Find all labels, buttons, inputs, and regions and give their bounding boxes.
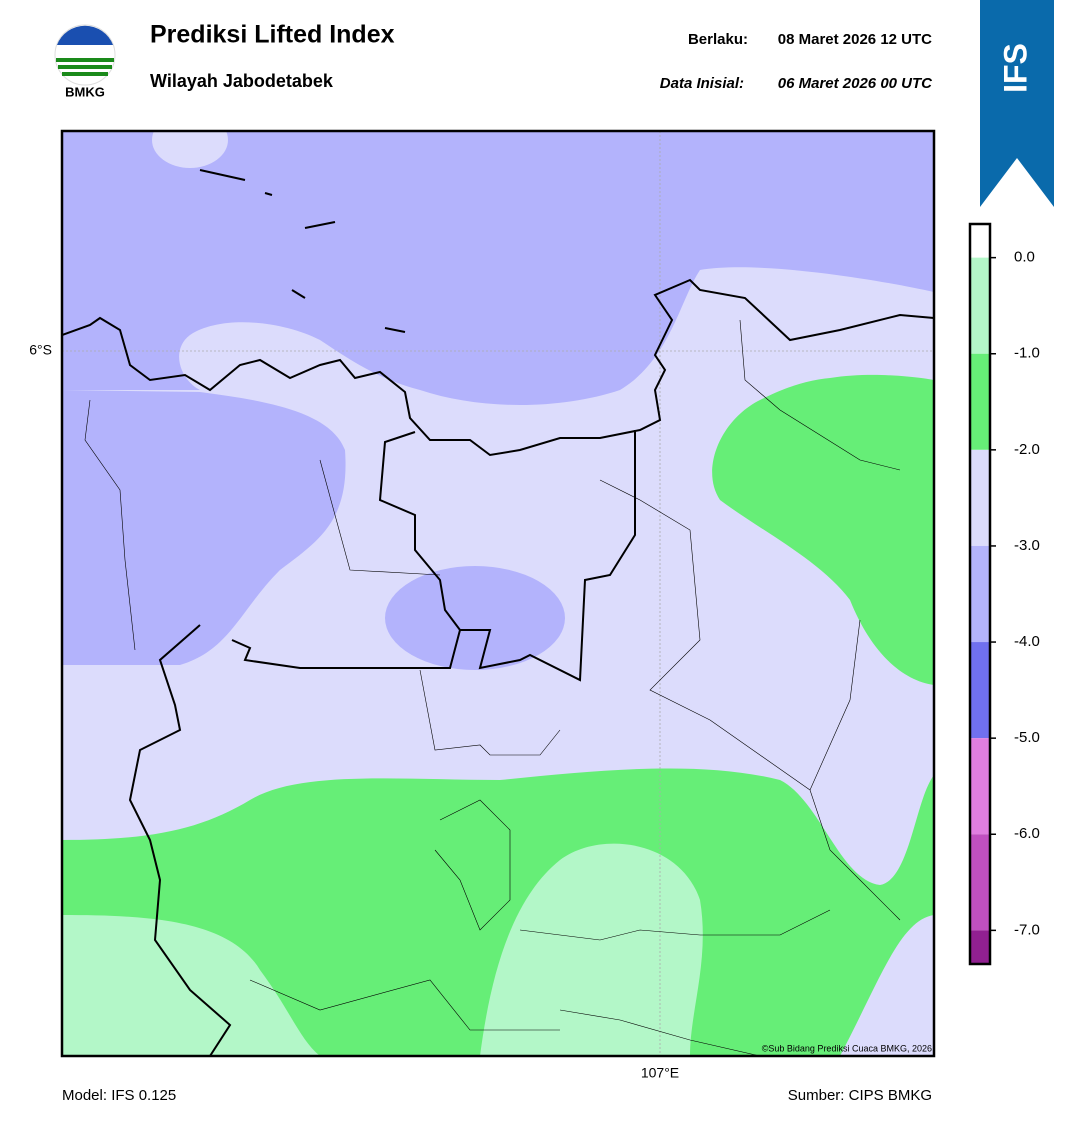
- subtitle: Wilayah Jabodetabek: [150, 71, 334, 91]
- colorbar-segment: [970, 224, 990, 258]
- colorbar-tick-label: -1.0: [1014, 345, 1040, 362]
- colorbar-tick-label: 0.0: [1014, 249, 1035, 266]
- badge-text: IFS: [997, 43, 1033, 93]
- source: Sumber: CIPS BMKG: [788, 1087, 932, 1104]
- init-label: Data Inisial:: [660, 75, 744, 92]
- title: Prediksi Lifted Index: [150, 21, 395, 49]
- colorbar-segment: [970, 930, 990, 964]
- colorbar-tick-label: -6.0: [1014, 825, 1040, 842]
- colorbar-tick-label: -7.0: [1014, 921, 1040, 938]
- logo-text: BMKG: [65, 84, 105, 99]
- colorbar-segment: [970, 353, 990, 450]
- valid-time: 08 Maret 2026 12 UTC: [778, 31, 932, 48]
- colorbar: 0.0 -1.0 -2.0 -3.0 -4.0 -5.0 -6.0 -7.0: [968, 222, 1040, 966]
- init-time: 06 Maret 2026 00 UTC: [778, 75, 933, 92]
- model: Model: IFS 0.125: [62, 1087, 176, 1104]
- credit: ©Sub Bidang Prediksi Cuaca BMKG, 2026: [762, 1043, 932, 1053]
- colorbar-tick-label: -3.0: [1014, 537, 1040, 554]
- colorbar-segment: [970, 449, 990, 546]
- colorbar-segment: [970, 257, 990, 354]
- colorbar-tick-label: -5.0: [1014, 729, 1040, 746]
- badge: [980, 0, 1054, 207]
- colorbar-segment: [970, 834, 990, 931]
- colorbar-tick-label: -4.0: [1014, 633, 1040, 650]
- colorbar-segment: [970, 545, 990, 643]
- colorbar-segment: [970, 738, 990, 835]
- lat-label: 6°S: [29, 342, 52, 358]
- colorbar-segment: [970, 642, 990, 739]
- logo: BMKG: [54, 24, 116, 99]
- lon-label: 107°E: [641, 1065, 679, 1081]
- valid-label: Berlaku:: [688, 31, 748, 48]
- colorbar-frame: [968, 222, 992, 966]
- map: 6°S 107°E ©Sub Bidang Prediksi Cuaca BMK…: [29, 129, 936, 1081]
- colorbar-tick-label: -2.0: [1014, 441, 1040, 458]
